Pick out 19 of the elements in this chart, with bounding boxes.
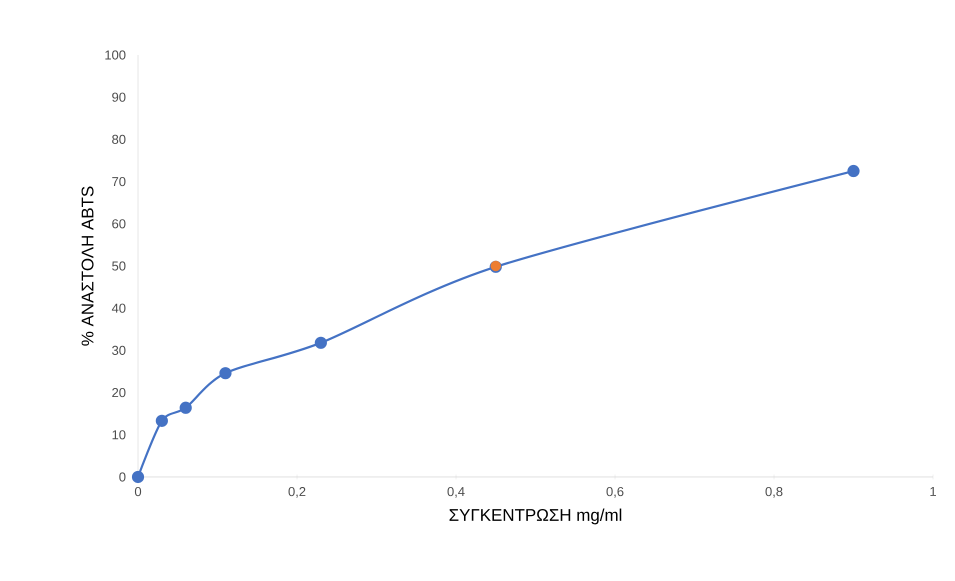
y-tick-label: 70 [112,176,126,186]
x-tick-label: 1 [930,487,936,496]
y-tick-label: 80 [112,134,126,144]
y-tick-label: 50 [112,261,126,271]
y-tick-label: 10 [112,430,126,440]
y-axis-title: % ΑΝΑΣΤΟΛΗ ABTS [82,186,94,346]
x-axis-title: ΣΥΓΚΕΝΤΡΩΣΗ mg/ml [450,508,622,524]
y-tick-label: 60 [112,219,126,228]
x-tick-label: 0,4 [448,487,465,498]
y-tick-label: 90 [112,92,126,102]
y-tick-label: 0 [119,472,126,482]
y-tick-label: 40 [112,304,126,313]
x-tick-label: 0,8 [766,487,782,498]
x-tick-label: 0,6 [606,487,624,498]
y-tick-label: 100 [105,50,126,60]
x-tick-label: 0,2 [288,487,306,498]
y-tick-label: 20 [112,388,126,398]
y-tick-label: 30 [112,346,126,355]
x-tick-label: 0 [134,487,142,496]
